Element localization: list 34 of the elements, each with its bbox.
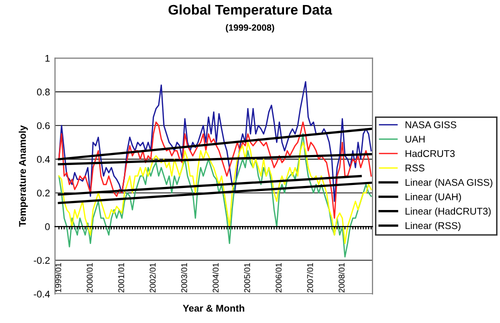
y-tick-label: 0	[45, 223, 50, 230]
line-series	[58, 142, 372, 244]
line-series	[58, 81, 372, 202]
y-tick-label: 0.6	[37, 122, 50, 130]
y-tick-label: 1	[45, 54, 50, 62]
legend-label: NASA GISS	[406, 121, 456, 128]
y-tick-label: 0.2	[37, 190, 50, 196]
chart-subtitle: (1999-2008)	[226, 24, 274, 33]
x-tick-label: 2002/01	[150, 263, 156, 292]
line-series	[58, 122, 372, 219]
x-tick-label: 2001/01	[118, 263, 124, 292]
x-tick-label: 2008/01	[338, 263, 345, 292]
legend-label: Linear (RSS)	[406, 222, 460, 231]
line-series	[58, 133, 372, 258]
y-tick-label: -0.2	[34, 256, 50, 264]
legend-label: Linear (UAH)	[406, 193, 461, 202]
y-tick-label: 0.8	[37, 88, 50, 96]
legend-label: RSS	[406, 164, 424, 172]
x-tick-label: 2004/01	[212, 263, 219, 292]
x-tick-label: 2007/01	[306, 263, 314, 292]
x-tick-label: 2003/01	[181, 263, 188, 292]
legend-label: HadCRUT3	[406, 150, 455, 158]
x-tick-label: 2005/01	[244, 263, 250, 292]
y-tick-label: -0.4	[34, 290, 50, 298]
legend-label: Linear (NASA GISS)	[406, 178, 492, 188]
x-tick-label: 2000/01	[86, 263, 93, 292]
y-axis-title: Temperature Anamoly	[18, 125, 28, 227]
x-tick-label: 1999/01	[55, 263, 62, 292]
chart-title: Global Temperature Data	[168, 4, 332, 18]
legend-label: UAH	[406, 136, 425, 143]
x-axis-title: Year & Month	[182, 304, 244, 312]
legend-label: Linear (HadCRUT3)	[406, 208, 491, 217]
y-tick-label: 0.4	[37, 156, 50, 163]
x-tick-label: 2006/01	[275, 263, 282, 292]
